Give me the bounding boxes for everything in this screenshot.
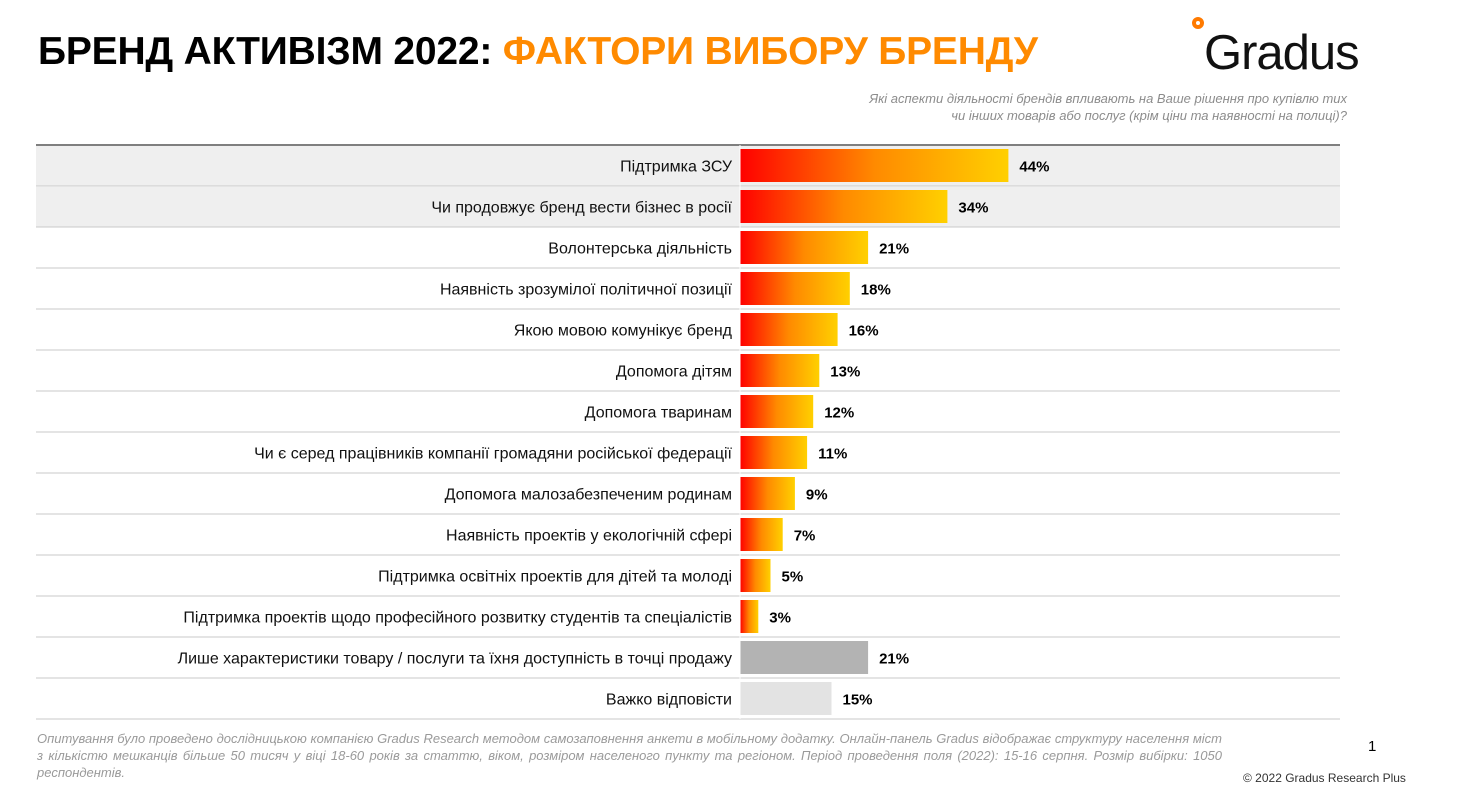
category-label: Якою мовою комунікує бренд <box>514 323 733 340</box>
logo-ring-icon <box>1192 17 1204 29</box>
category-label: Допомога малозабезпеченим родинам <box>445 487 732 504</box>
category-label: Підтримка освітніх проектів для дітей та… <box>378 569 732 586</box>
highlight-row-bg <box>36 146 1340 186</box>
value-label: 3% <box>769 610 791 627</box>
bar <box>740 190 948 223</box>
category-label: Чи продовжує бренд вести бізнес в росії <box>431 200 732 217</box>
value-label: 21% <box>879 241 909 258</box>
value-label: 44% <box>1019 159 1049 176</box>
gradus-logo: Gradus <box>1190 17 1390 87</box>
value-label: 5% <box>782 569 804 586</box>
category-label: Наявність зрозумілої політичної позиції <box>440 282 733 299</box>
value-label: 21% <box>879 651 909 668</box>
value-label: 34% <box>958 200 988 217</box>
bar <box>740 682 832 715</box>
highlight-row-bg <box>36 187 1340 227</box>
bar <box>740 354 820 387</box>
value-label: 15% <box>843 692 873 709</box>
value-label: 11% <box>818 446 847 463</box>
category-label: Чи є серед працівників компанії громадян… <box>254 446 732 463</box>
value-label: 12% <box>824 405 854 422</box>
survey-question-line-1: Які аспекти діяльності брендів впливають… <box>869 91 1347 106</box>
page-title: БРЕНД АКТИВІЗМ 2022: ФАКТОРИ ВИБОРУ БРЕН… <box>38 26 1038 78</box>
logo-wordmark: Gradus <box>1204 26 1360 80</box>
category-label: Наявність проектів у екологічній сфері <box>446 528 732 545</box>
bar <box>740 149 1009 182</box>
bar <box>740 313 838 346</box>
category-label: Лише характеристики товару / послуги та … <box>178 651 732 668</box>
bar <box>740 559 771 592</box>
copyright-text: © 2022 Gradus Research Plus <box>1243 771 1406 785</box>
page-title-part2: ФАКТОРИ ВИБОРУ БРЕНДУ <box>502 30 1038 73</box>
bar <box>740 436 808 469</box>
category-label: Підтримка проектів щодо професійного роз… <box>183 610 732 627</box>
page-title-part1: БРЕНД АКТИВІЗМ 2022: <box>38 30 493 73</box>
category-label: Важко відповісти <box>606 692 732 709</box>
value-label: 18% <box>861 282 891 299</box>
bar <box>740 272 850 305</box>
bar <box>740 477 795 510</box>
bar <box>740 641 869 674</box>
category-label: Допомога дітям <box>616 364 732 381</box>
value-label: 13% <box>830 364 860 381</box>
survey-question: Які аспекти діяльності брендів впливають… <box>647 90 1347 124</box>
value-label: 16% <box>849 323 879 340</box>
category-label: Допомога тваринам <box>585 405 732 422</box>
category-label: Волонтерська діяльність <box>548 241 732 258</box>
value-label: 9% <box>806 487 828 504</box>
methodology-note: Опитування було проведено дослідницькою … <box>37 731 1222 780</box>
value-label: 7% <box>794 528 816 545</box>
survey-question-line-2: чи інших товарів або послуг (крім ціни т… <box>951 108 1347 123</box>
bar <box>740 600 759 633</box>
bar <box>740 395 814 428</box>
page-number: 1 <box>1368 738 1377 755</box>
bar <box>740 518 783 551</box>
category-label: Підтримка ЗСУ <box>620 159 733 176</box>
bar <box>740 231 869 264</box>
